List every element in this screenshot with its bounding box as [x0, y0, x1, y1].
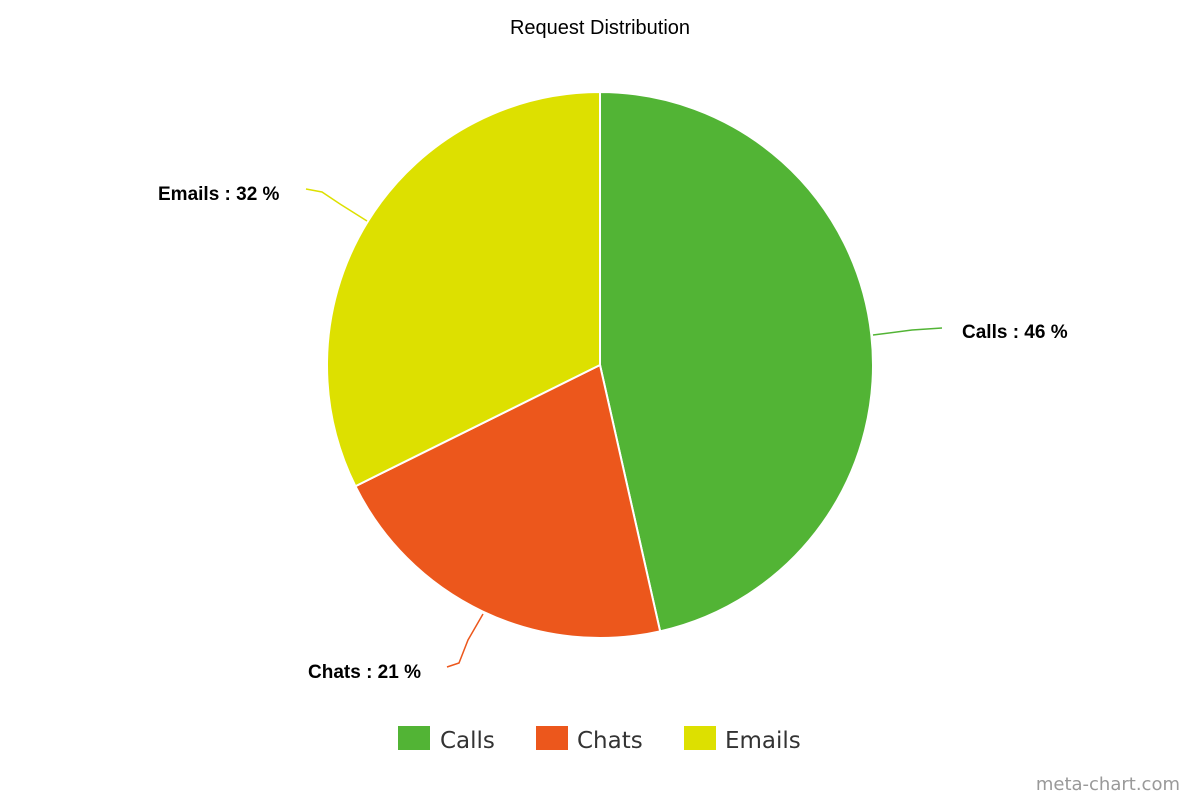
- pie-slices: [326, 91, 874, 639]
- legend-item-chats[interactable]: Chats: [536, 726, 643, 754]
- data-label-chats: Chats : 21 %: [308, 662, 421, 683]
- legend-label-emails: Emails: [725, 728, 801, 754]
- pie-slice-chats[interactable]: [354, 364, 662, 639]
- legend-swatch-calls: [398, 726, 430, 750]
- data-label-emails: Emails : 32 %: [158, 184, 280, 205]
- label-connector-calls: [872, 327, 943, 336]
- watermark: meta-chart.com: [1036, 774, 1180, 795]
- legend-item-calls[interactable]: Calls: [398, 726, 495, 754]
- legend-swatch-emails: [684, 726, 716, 750]
- label-connectors: [305, 188, 943, 668]
- data-labels: Calls : 46 % Chats : 21 % Emails : 32 %: [158, 184, 1068, 683]
- data-label-calls: Calls : 46 %: [962, 322, 1068, 343]
- legend-swatch-chats: [536, 726, 568, 750]
- legend-item-emails[interactable]: Emails: [684, 726, 801, 754]
- chart-title: Request Distribution: [510, 17, 690, 39]
- label-connector-chats: [446, 613, 484, 668]
- label-connector-emails: [305, 188, 368, 222]
- legend-label-chats: Chats: [577, 728, 643, 754]
- pie-slice-calls[interactable]: [599, 91, 874, 633]
- legend-label-calls: Calls: [440, 728, 495, 754]
- legend: Calls Chats Emails: [398, 726, 801, 754]
- pie-slice-emails[interactable]: [326, 91, 601, 488]
